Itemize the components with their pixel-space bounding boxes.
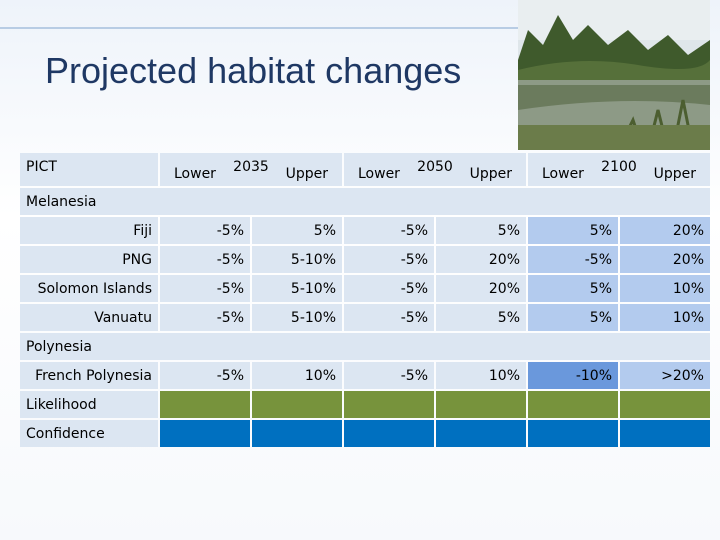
value-cell: 5% (528, 217, 618, 244)
indicator-row: Likelihood (20, 391, 710, 418)
value-cell: 20% (620, 217, 710, 244)
value-cell: -5% (160, 246, 250, 273)
value-cell: 5-10% (252, 304, 342, 331)
indicator-cell (436, 420, 526, 447)
value-cell: 5-10% (252, 246, 342, 273)
title: Projected habitat changes (45, 50, 462, 91)
value-cell: 10% (620, 304, 710, 331)
row-label: Fiji (20, 217, 158, 244)
period-header: 2100 Lower Upper (528, 153, 710, 186)
data-row: French Polynesia -5% 10% -5% 10% -10% >20% (20, 362, 710, 389)
value-cell: 5% (436, 217, 526, 244)
period-header: 2050 Lower Upper (344, 153, 526, 186)
indicator-cell (528, 420, 618, 447)
value-cell: 5% (436, 304, 526, 331)
indicator-cell (528, 391, 618, 418)
upper-label: Upper (285, 166, 328, 182)
row-label: Vanuatu (20, 304, 158, 331)
indicator-cell (344, 391, 434, 418)
value-cell: -5% (344, 304, 434, 331)
indicator-cell (160, 391, 250, 418)
value-cell: 20% (436, 246, 526, 273)
indicator-label: Likelihood (20, 391, 158, 418)
group-row: Polynesia (20, 333, 710, 360)
indicator-cell (252, 391, 342, 418)
data-row: Fiji -5% 5% -5% 5% 5% 20% (20, 217, 710, 244)
value-cell: -5% (528, 246, 618, 273)
group-label: Melanesia (20, 188, 710, 215)
period-header: 2035 Lower Upper (160, 153, 342, 186)
upper-label: Upper (653, 166, 696, 182)
habitat-table: PICT 2035 Lower Upper 2050 Lower Upper 2100 Lowe… (18, 151, 712, 449)
indicator-cell (620, 420, 710, 447)
value-cell: -5% (160, 362, 250, 389)
indicator-cell (252, 420, 342, 447)
lower-label: Lower (358, 166, 400, 182)
header-cell: PICT (20, 153, 158, 186)
lower-label: Lower (542, 166, 584, 182)
group-label: Polynesia (20, 333, 710, 360)
value-cell: 10% (620, 275, 710, 302)
value-cell: 5% (528, 275, 618, 302)
data-row: Solomon Islands -5% 5-10% -5% 20% 5% 10% (20, 275, 710, 302)
value-cell: -5% (160, 217, 250, 244)
header-row: PICT 2035 Lower Upper 2050 Lower Upper 2100 Lowe… (20, 153, 710, 186)
data-row: PNG -5% 5-10% -5% 20% -5% 20% (20, 246, 710, 273)
indicator-row: Confidence (20, 420, 710, 447)
row-label: Solomon Islands (20, 275, 158, 302)
value-cell: 5% (528, 304, 618, 331)
row-label: PNG (20, 246, 158, 273)
value-cell: -5% (344, 217, 434, 244)
value-cell: -5% (160, 275, 250, 302)
value-cell: -5% (160, 304, 250, 331)
value-cell: 20% (620, 246, 710, 273)
top-line (0, 27, 520, 29)
value-cell: 10% (252, 362, 342, 389)
value-cell: -5% (344, 362, 434, 389)
indicator-cell (344, 420, 434, 447)
period-year: 2035 (233, 159, 269, 175)
indicator-cell (620, 391, 710, 418)
value-cell: 20% (436, 275, 526, 302)
value-cell: 5-10% (252, 275, 342, 302)
value-cell: -5% (344, 246, 434, 273)
group-row: Melanesia (20, 188, 710, 215)
value-cell: -10% (528, 362, 618, 389)
indicator-cell (160, 420, 250, 447)
data-row: Vanuatu -5% 5-10% -5% 5% 5% 10% (20, 304, 710, 331)
value-cell: 5% (252, 217, 342, 244)
row-label: French Polynesia (20, 362, 158, 389)
period-year: 2100 (601, 159, 637, 175)
indicator-cell (436, 391, 526, 418)
value-cell: 10% (436, 362, 526, 389)
value-cell: >20% (620, 362, 710, 389)
value-cell: -5% (344, 275, 434, 302)
indicator-label: Confidence (20, 420, 158, 447)
lake-photo (518, 0, 710, 150)
period-year: 2050 (417, 159, 453, 175)
lower-label: Lower (174, 166, 216, 182)
upper-label: Upper (469, 166, 512, 182)
